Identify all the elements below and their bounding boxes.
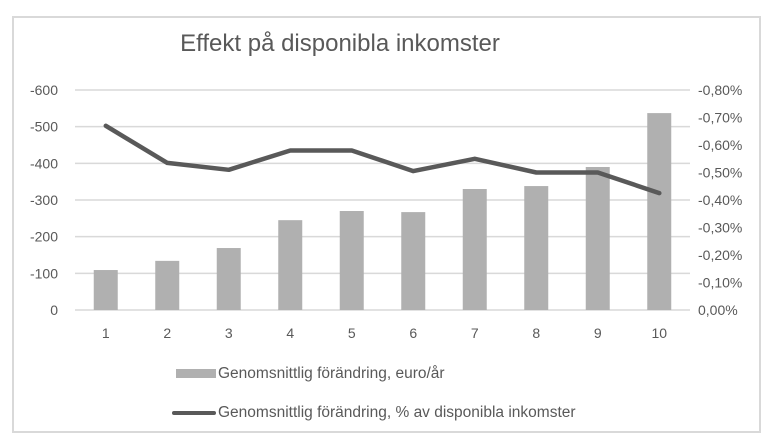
bar (401, 212, 426, 310)
left-axis-tick: -300 (30, 192, 58, 208)
bar-swatch-icon (176, 369, 216, 378)
x-axis-tick: 7 (471, 325, 479, 341)
bar (155, 260, 180, 310)
legend-item-line: Genomsnittlig förändring, % av disponibl… (172, 401, 576, 424)
right-axis-tick: 0,00% (698, 302, 738, 318)
x-axis-tick: 1 (102, 325, 110, 341)
legend-line-label: Genomsnittlig förändring, % av disponibl… (218, 403, 576, 421)
x-axis-tick: 2 (163, 325, 171, 341)
bar (462, 189, 487, 310)
bar (585, 167, 610, 310)
line-series (103, 123, 662, 196)
x-axis-tick: 9 (594, 325, 602, 341)
x-axis-tick: 10 (651, 325, 667, 341)
x-axis-tick: 5 (348, 325, 356, 341)
right-axis-tick: -0,80% (698, 82, 742, 98)
right-axis-tick: -0,60% (698, 137, 742, 153)
left-axis-tick: -600 (30, 82, 58, 98)
left-axis-tick: -500 (30, 119, 58, 135)
legend: Genomsnittlig förändring, euro/år Genoms… (172, 362, 576, 440)
left-axis-tick: -100 (30, 265, 58, 281)
x-axis-tick: 6 (409, 325, 417, 341)
right-axis-tick: -0,50% (698, 165, 742, 181)
bar (216, 248, 241, 310)
left-axis-tick: 0 (50, 302, 58, 318)
right-axis-tick: -0,10% (698, 275, 742, 291)
left-axis-tick: -400 (30, 155, 58, 171)
bar (647, 113, 672, 310)
left-axis-tick: -200 (30, 229, 58, 245)
x-axis-tick: 8 (532, 325, 540, 341)
chart-title: Effekt på disponibla inkomster (180, 30, 500, 57)
bar (339, 211, 364, 310)
bar (278, 220, 303, 310)
right-axis-tick: -0,40% (698, 192, 742, 208)
line-swatch-icon (172, 410, 216, 415)
x-axis-tick: 4 (286, 325, 294, 341)
bar (524, 186, 549, 310)
right-axis-tick: -0,70% (698, 110, 742, 126)
legend-item-bar: Genomsnittlig förändring, euro/år (172, 362, 576, 385)
chart-frame (12, 16, 761, 433)
x-axis-tick: 3 (225, 325, 233, 341)
legend-bar-label: Genomsnittlig förändring, euro/år (218, 364, 445, 382)
right-axis-tick: -0,30% (698, 220, 742, 236)
right-axis-tick: -0,20% (698, 247, 742, 263)
bar (93, 270, 118, 310)
